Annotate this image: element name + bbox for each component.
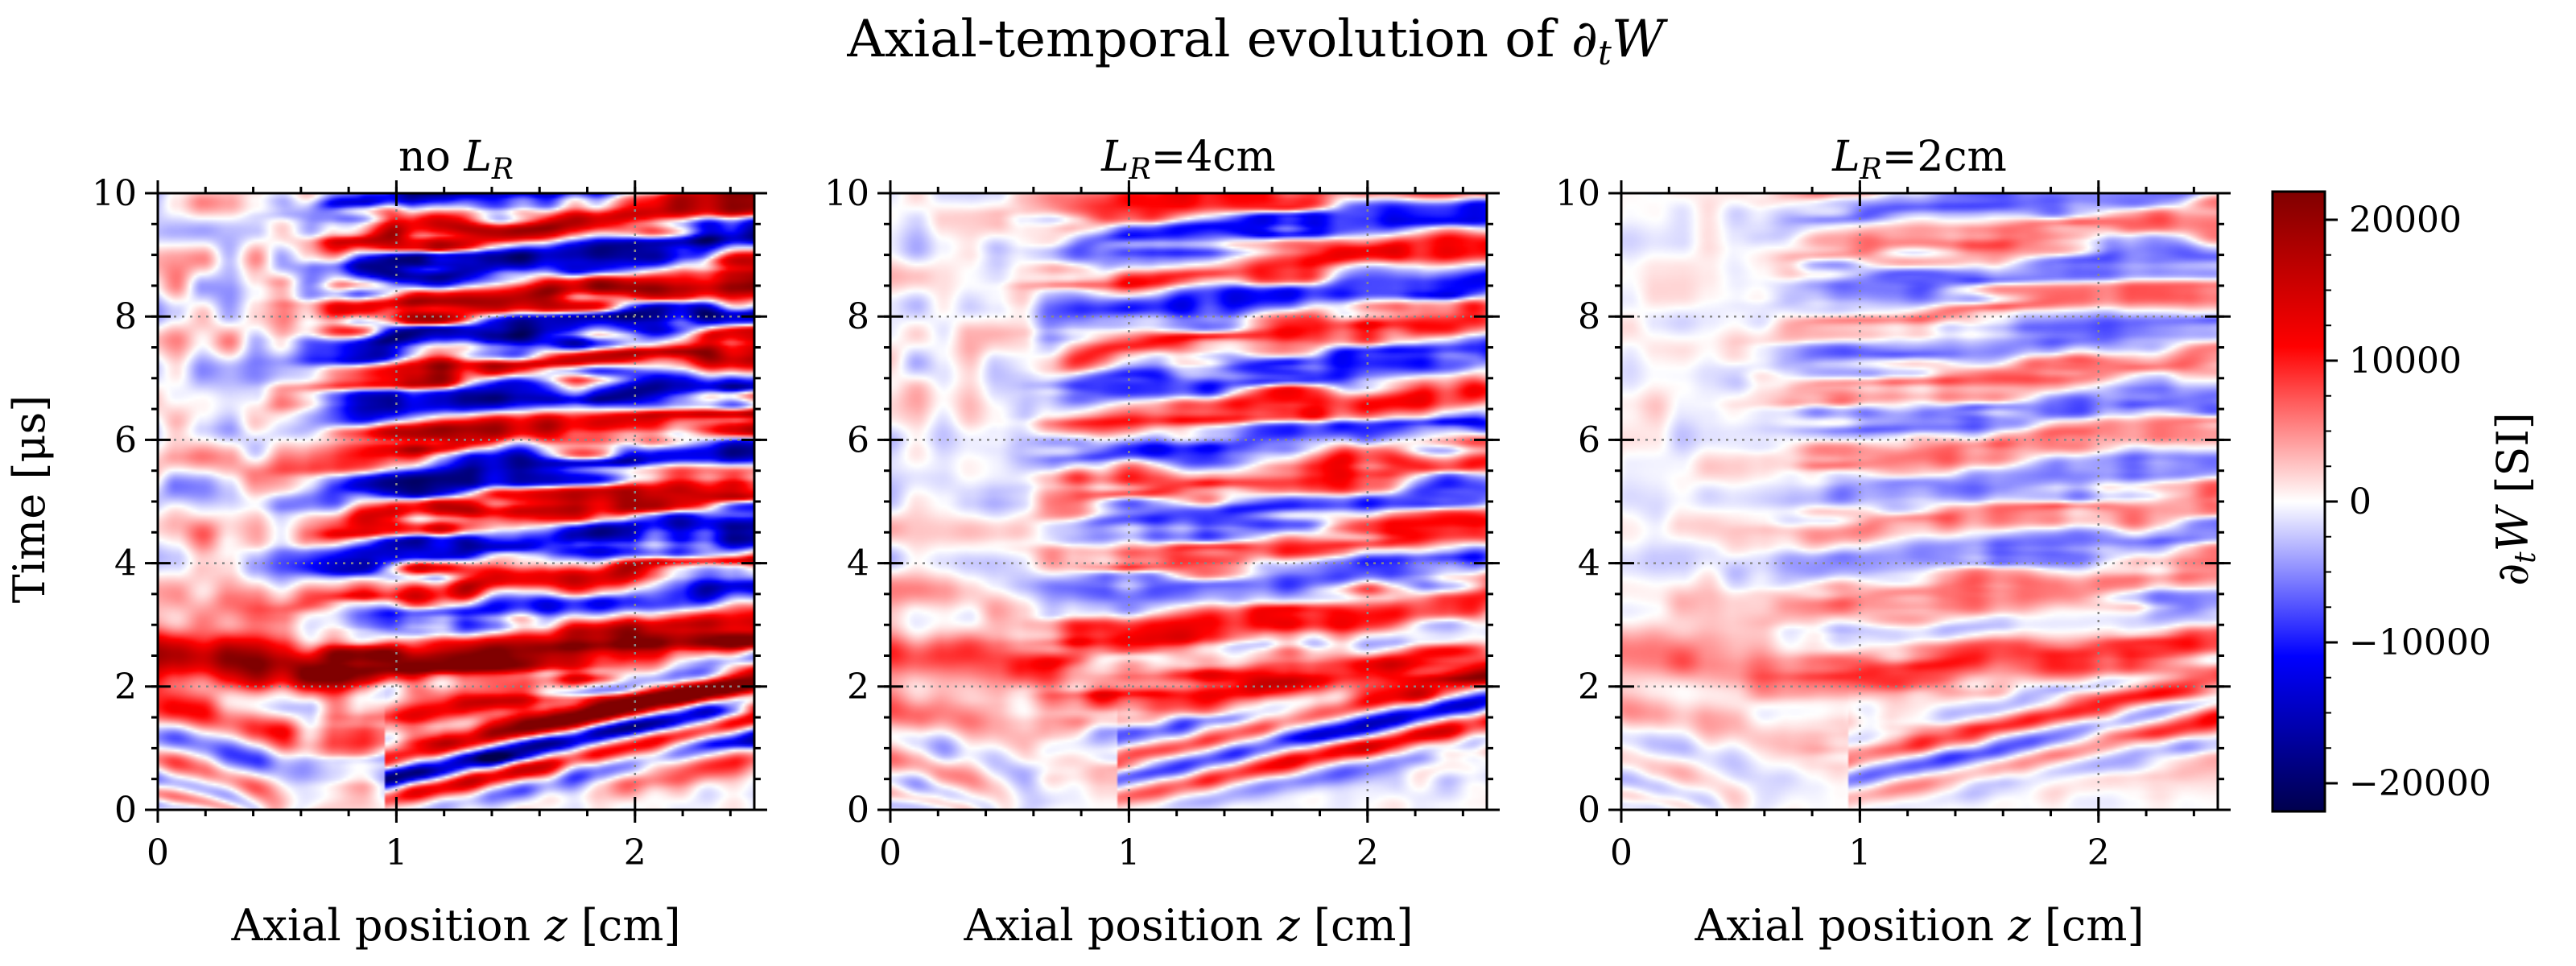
y-tick-label: 0 <box>114 790 137 831</box>
y-tick-label: 10 <box>92 173 137 214</box>
y-tick-label: 2 <box>847 667 869 708</box>
x-axis-label: Axial position z [cm] <box>1694 900 2144 951</box>
x-tick-label: 2 <box>624 832 646 873</box>
colorbar-tick-label: −20000 <box>2349 763 2491 804</box>
colorbar-tick-label: 10000 <box>2349 341 2462 382</box>
y-tick-label: 2 <box>114 667 137 708</box>
x-tick-label: 0 <box>879 832 902 873</box>
x-tick-label: 2 <box>1356 832 1379 873</box>
colorbar-label: ∂tW [SI] <box>2487 412 2542 586</box>
colorbar-tick-label: −10000 <box>2349 622 2491 663</box>
x-tick-label: 0 <box>1610 832 1633 873</box>
panel-title: LR=4cm <box>1100 133 1276 186</box>
heatmap-image <box>158 193 754 810</box>
colorbar-tick-label: 20000 <box>2349 200 2462 241</box>
y-tick-label: 6 <box>847 419 869 460</box>
x-tick-label: 1 <box>385 832 407 873</box>
colorbar-tick-label: 0 <box>2349 481 2372 522</box>
heatmap-image <box>1621 193 2218 810</box>
x-tick-label: 2 <box>2087 832 2110 873</box>
y-tick-label: 8 <box>1578 296 1600 337</box>
y-tick-label: 4 <box>114 543 137 584</box>
panel-title: LR=2cm <box>1831 133 2007 186</box>
y-tick-label: 4 <box>847 543 869 584</box>
x-tick-label: 0 <box>147 832 169 873</box>
y-tick-label: 10 <box>824 173 869 214</box>
y-tick-label: 2 <box>1578 667 1600 708</box>
panel-title: no LR <box>398 133 514 186</box>
y-tick-label: 8 <box>114 296 137 337</box>
y-tick-label: 8 <box>847 296 869 337</box>
y-tick-label: 10 <box>1555 173 1600 214</box>
x-axis-label: Axial position z [cm] <box>963 900 1413 951</box>
colorbar: 20000 10000 0 −10000 −20000 <box>2271 190 2491 813</box>
y-tick-label: 6 <box>1578 419 1600 460</box>
panel-3: 0 1 2 0 2 4 6 8 10 LR=2cm Axial position z [cm] <box>1555 133 2231 951</box>
panel-1: 0 1 2 0 2 4 6 8 10 no LR Axial position z [cm] <box>92 133 767 951</box>
y-tick-label: 0 <box>1578 790 1600 831</box>
colorbar-gradient <box>2271 190 2326 813</box>
heatmap-image <box>890 193 1487 810</box>
y-tick-label: 4 <box>1578 543 1600 584</box>
panel-2: 0 1 2 0 2 4 6 8 10 LR=4cm Axial position z [cm] <box>824 133 1500 951</box>
x-axis-label: Axial position z [cm] <box>230 900 680 951</box>
y-tick-label: 6 <box>114 419 137 460</box>
x-tick-label: 1 <box>1848 832 1871 873</box>
y-tick-label: 0 <box>847 790 869 831</box>
figure-title: Axial-temporal evolution of ∂tW <box>846 10 1668 72</box>
y-axis-label: Time [μs] <box>4 395 55 604</box>
x-tick-label: 1 <box>1117 832 1140 873</box>
